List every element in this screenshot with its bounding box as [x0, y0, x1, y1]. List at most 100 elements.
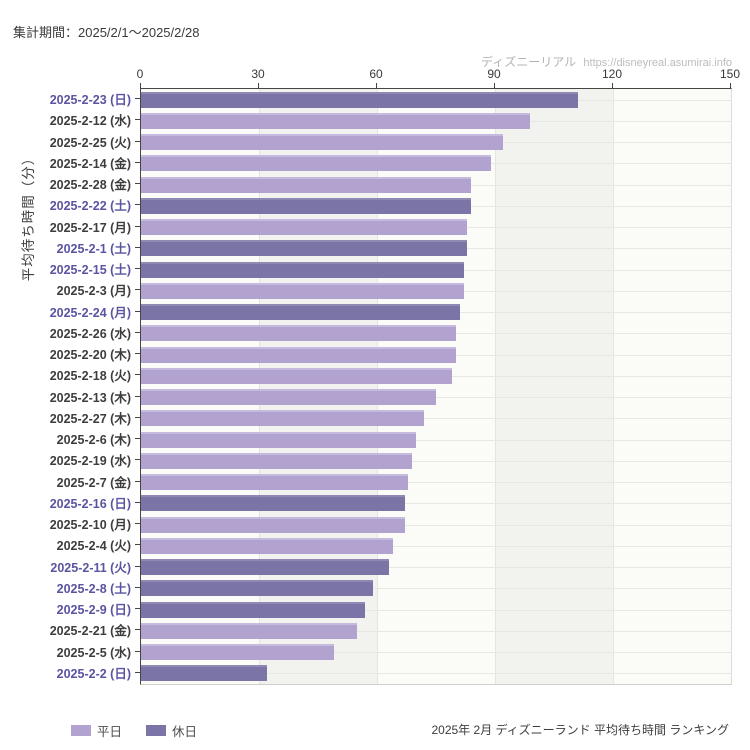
y-axis-labels: 2025-2-23 (日) 2025-2-12 (水) 2025-2-25 (火) 2…: [0, 88, 140, 683]
x-tick-label: 150: [719, 67, 741, 81]
bar-row: [141, 365, 731, 386]
date-label: 2025-2-25 (火): [49, 135, 131, 150]
y-label-row: 2025-2-27 (木): [0, 407, 140, 428]
y-tick-mark: [135, 98, 140, 100]
bar-row: [141, 387, 731, 408]
x-tick-label: 0: [136, 67, 144, 81]
y-label-row: 2025-2-13 (木): [0, 386, 140, 407]
date-label: 2025-2-27 (木): [49, 411, 131, 426]
y-label-row: 2025-2-17 (月): [0, 216, 140, 237]
y-label-row: 2025-2-25 (火): [0, 131, 140, 152]
y-tick-mark: [135, 544, 140, 546]
bar-row: [141, 323, 731, 344]
bar-row: [141, 599, 731, 620]
y-tick-mark: [135, 438, 140, 440]
weekday-bar: [141, 134, 503, 151]
y-tick-mark: [135, 289, 140, 291]
weekday-bar: [141, 282, 464, 299]
weekday-bar: [141, 537, 393, 554]
x-tick-mark: [730, 83, 731, 88]
chart-caption: 2025年 2月 ディズニーランド 平均待ち時間 ランキング: [431, 723, 729, 737]
watermark-url: https://disneyreal.asumirai.info: [583, 57, 732, 69]
y-label-row: 2025-2-28 (金): [0, 173, 140, 194]
y-tick-mark: [135, 395, 140, 397]
date-label: 2025-2-22 (土): [49, 199, 131, 214]
x-tick-label: 120: [601, 67, 623, 81]
y-tick-mark: [135, 119, 140, 121]
watermark-site-name: ディズニーリアル: [481, 55, 577, 69]
bar-row: [141, 217, 731, 238]
date-label: 2025-2-5 (水): [56, 645, 131, 660]
y-label-row: 2025-2-16 (日): [0, 492, 140, 513]
weekday-bar: [141, 389, 436, 406]
date-label: 2025-2-2 (日): [56, 666, 131, 681]
bar-rows: [141, 89, 731, 684]
x-axis: 0 30 60 90 120 150: [137, 67, 740, 88]
bar-row: [141, 472, 731, 493]
watermark: ディズニーリアル https://disneyreal.asumirai.inf…: [481, 53, 732, 70]
y-label-row: 2025-2-4 (火): [0, 534, 140, 555]
legend: 平日 休日: [71, 721, 221, 740]
horizontal-gridline: [141, 418, 731, 420]
date-label: 2025-2-11 (火): [50, 560, 131, 575]
date-label: 2025-2-19 (水): [49, 454, 131, 469]
y-label-row: 2025-2-10 (月): [0, 513, 140, 534]
vertical-gridline: [613, 89, 614, 684]
horizontal-gridline: [141, 630, 731, 632]
legend-weekday-swatch: [71, 725, 91, 736]
date-label: 2025-2-10 (月): [49, 518, 131, 533]
background-band: [613, 89, 731, 684]
weekday-bar: [141, 155, 492, 172]
weekday-bar: [141, 367, 452, 384]
bar-row: [141, 450, 731, 471]
y-label-row: 2025-2-18 (火): [0, 364, 140, 385]
date-label: 2025-2-17 (月): [49, 220, 131, 235]
date-label: 2025-2-13 (木): [49, 390, 131, 405]
y-label-row: 2025-2-26 (水): [0, 322, 140, 343]
weekday-bar: [141, 219, 468, 236]
weekday-bar: [141, 622, 358, 639]
bar-row: [141, 557, 731, 578]
date-label: 2025-2-28 (金): [49, 178, 131, 193]
bar-row: [141, 89, 731, 110]
bar-row: [141, 174, 731, 195]
holiday-bar: [141, 261, 464, 278]
date-label: 2025-2-14 (金): [49, 156, 131, 171]
y-tick-mark: [135, 374, 140, 376]
y-label-row: 2025-2-8 (土): [0, 577, 140, 598]
date-label: 2025-2-23 (日): [49, 93, 131, 108]
y-label-row: 2025-2-9 (日): [0, 598, 140, 619]
horizontal-gridline: [141, 503, 731, 505]
bar-row: [141, 132, 731, 153]
y-tick-mark: [135, 565, 140, 567]
holiday-bar: [141, 601, 366, 618]
date-label: 2025-2-20 (木): [49, 348, 131, 363]
vertical-gridline: [377, 89, 378, 684]
y-label-row: 2025-2-23 (日): [0, 88, 140, 109]
y-tick-mark: [135, 459, 140, 461]
y-tick-mark: [135, 161, 140, 163]
horizontal-gridline: [141, 567, 731, 569]
bar-row: [141, 302, 731, 323]
horizontal-gridline: [141, 460, 731, 462]
date-label: 2025-2-15 (土): [49, 263, 131, 278]
legend-item-holiday: 休日: [146, 721, 197, 740]
vertical-gridline: [259, 89, 260, 684]
y-label-row: 2025-2-22 (土): [0, 194, 140, 215]
holiday-bar: [141, 495, 405, 512]
weekday-bar: [141, 452, 413, 469]
bar-row: [141, 195, 731, 216]
y-tick-mark: [135, 331, 140, 333]
vertical-gridline: [495, 89, 496, 684]
date-label: 2025-2-16 (日): [49, 496, 131, 511]
horizontal-gridline: [141, 673, 731, 675]
y-tick-mark: [135, 183, 140, 185]
bar-row: [141, 259, 731, 280]
holiday-bar: [141, 559, 389, 576]
weekday-bar: [141, 431, 417, 448]
y-label-row: 2025-2-19 (水): [0, 449, 140, 470]
y-label-row: 2025-2-7 (金): [0, 471, 140, 492]
y-tick-mark: [135, 650, 140, 652]
date-label: 2025-2-21 (金): [49, 624, 131, 639]
holiday-bar: [141, 240, 468, 257]
